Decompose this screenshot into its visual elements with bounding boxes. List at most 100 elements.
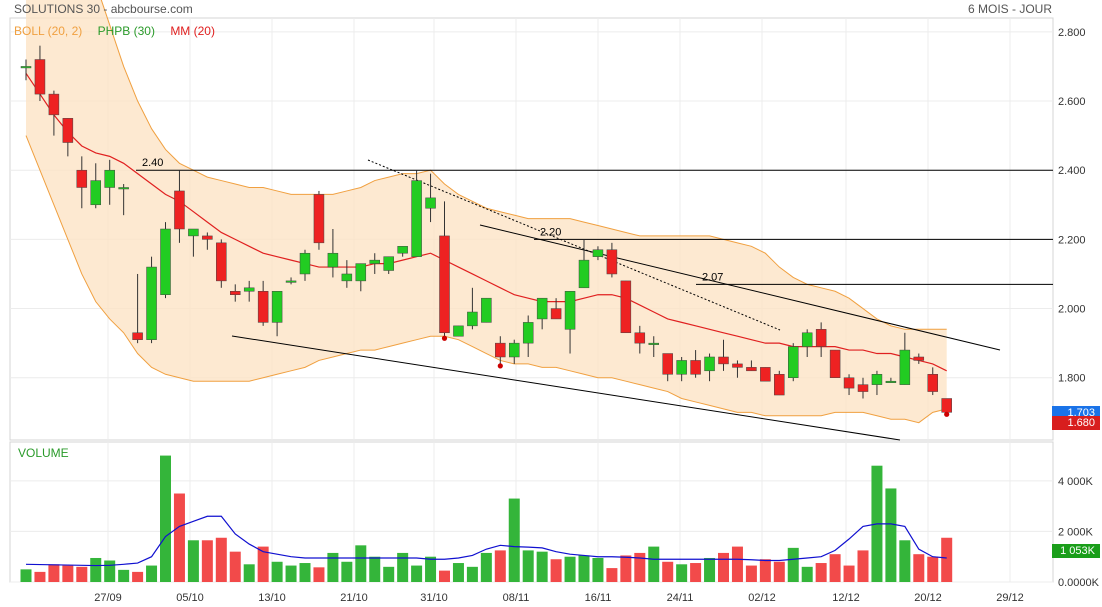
volume-bar <box>369 556 381 582</box>
candle-body <box>425 197 436 209</box>
candle-body <box>230 291 241 295</box>
candle-body <box>690 360 701 375</box>
candle-body <box>592 249 604 257</box>
date-tick-label: 21/10 <box>340 592 368 604</box>
date-tick-label: 08/11 <box>503 592 530 604</box>
date-tick-label: 27/09 <box>94 592 122 604</box>
candle-body <box>481 297 492 323</box>
candle-body <box>495 342 506 358</box>
date-tick-label: 20/12 <box>914 592 942 604</box>
volume-bar <box>620 555 632 582</box>
candle-body <box>160 228 171 295</box>
indicator-legend: BOLL (20, 2) PHPB (30) MM (20) <box>14 24 227 38</box>
price-panel-frame <box>9 17 1054 441</box>
candle-body <box>941 398 952 413</box>
candle-body <box>313 194 325 244</box>
volume-bar <box>76 566 88 582</box>
candle-body <box>20 66 32 69</box>
candle-body <box>383 256 394 271</box>
candle-body <box>188 228 199 237</box>
candle-body <box>257 291 269 323</box>
volume-bars <box>20 455 953 582</box>
candle-body <box>439 235 450 334</box>
volume-bar <box>439 570 450 582</box>
candle-body <box>620 280 632 334</box>
price-tick-label: 2.800 <box>1058 27 1086 39</box>
candle-body <box>509 342 520 358</box>
candle-body <box>550 308 562 320</box>
candle-body <box>648 342 659 345</box>
volume-bar <box>313 567 325 582</box>
price-tick-label: 2.400 <box>1058 165 1086 177</box>
candle-body <box>522 322 534 344</box>
volume-bar <box>243 564 255 582</box>
price-tick-label: 2.200 <box>1058 234 1086 246</box>
candle-body <box>815 329 827 347</box>
candle-body <box>118 187 129 190</box>
volume-bar <box>173 493 185 582</box>
legend-phpb[interactable]: PHPB (30) <box>97 24 155 38</box>
volume-average <box>25 515 947 567</box>
candle-body <box>327 252 339 268</box>
volume-bar <box>508 498 520 582</box>
candle-body <box>341 273 353 282</box>
candle-body <box>299 252 311 275</box>
candle-body <box>662 353 673 375</box>
level-label: 2.40 <box>142 157 163 169</box>
candle-body <box>104 169 115 188</box>
candle-body <box>355 263 367 282</box>
volume-bar <box>299 563 311 582</box>
volume-bar <box>494 550 506 582</box>
level-label: 2.20 <box>540 226 561 238</box>
price-tick-label: 2.600 <box>1058 96 1086 108</box>
candle-body <box>899 349 911 385</box>
candle-body <box>774 374 785 396</box>
legend-mm[interactable]: MM (20) <box>170 24 215 38</box>
volume-bar <box>132 571 144 582</box>
volume-bar <box>341 561 353 582</box>
date-tick-label: 05/10 <box>176 592 204 604</box>
volume-bar <box>815 563 827 582</box>
volume-bar <box>229 551 241 582</box>
legend-boll[interactable]: BOLL (20, 2) <box>14 24 83 38</box>
candle-body <box>913 356 925 361</box>
candle-body <box>411 180 422 257</box>
candle-body <box>285 280 297 283</box>
candle-body <box>62 118 74 143</box>
candle-body <box>564 291 576 330</box>
date-tick-label: 13/10 <box>258 592 286 604</box>
volume-bar <box>48 564 60 582</box>
volume-bar <box>676 564 688 582</box>
volume-bar <box>257 546 269 582</box>
candle-body <box>634 332 646 344</box>
volume-bar <box>913 554 925 582</box>
volume-bar <box>355 545 367 582</box>
candle-body <box>843 377 855 389</box>
volume-bar <box>662 561 674 582</box>
bollinger-band <box>25 0 947 424</box>
volume-bar <box>34 571 46 582</box>
volume-bar <box>90 557 102 582</box>
signal-dot <box>497 363 503 369</box>
volume-bar <box>801 566 813 582</box>
candle-body <box>857 384 869 392</box>
volume-bar <box>899 540 911 582</box>
volume-bar <box>731 546 743 582</box>
volume-bar <box>941 537 953 582</box>
candle-body <box>788 346 799 378</box>
candlestick-series <box>20 45 952 417</box>
axis-labels: 2.800 2.600 2.400 2.200 2.000 1.800 4 000K 2 00… <box>94 27 1099 604</box>
volume-bar <box>606 568 618 582</box>
volume-bar <box>787 547 799 582</box>
volume-tick-label: 0.0000K <box>1058 577 1100 589</box>
signal-dot <box>944 411 950 417</box>
volume-bar <box>578 555 590 582</box>
volume-bar <box>425 556 437 582</box>
volume-bar <box>466 566 478 582</box>
last-volume-tag: 1 053K <box>1052 544 1100 558</box>
candle-body <box>216 242 227 282</box>
bollinger-lower <box>25 135 947 424</box>
volume-bar <box>704 557 716 582</box>
volume-average-line <box>25 515 947 567</box>
